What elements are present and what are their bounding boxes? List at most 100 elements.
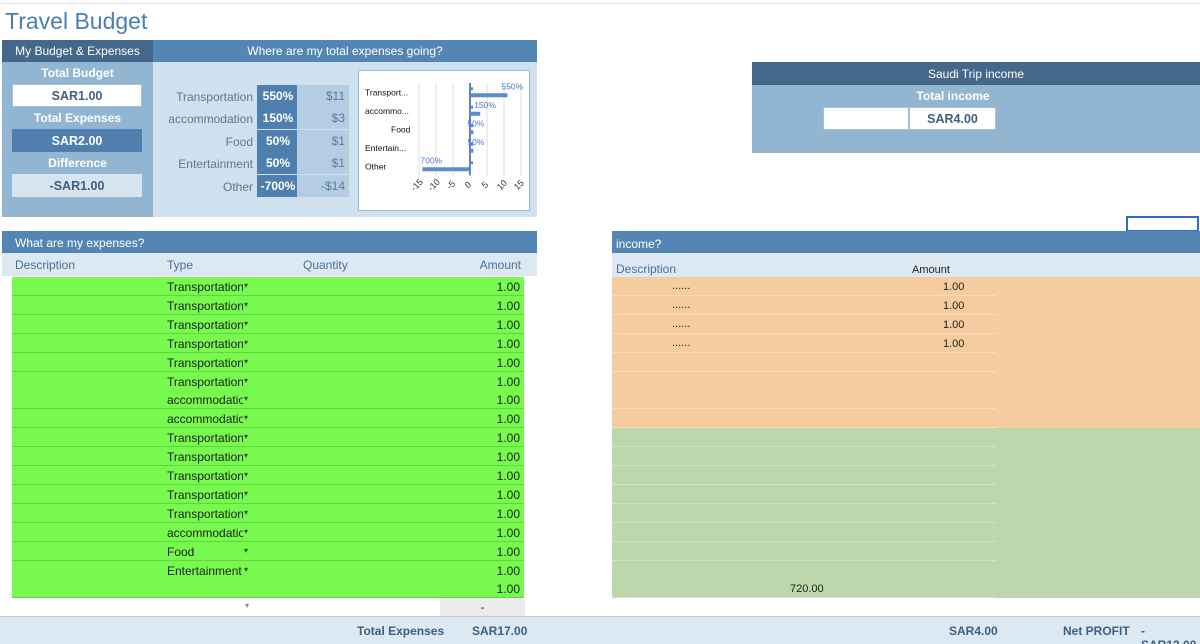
expense-type[interactable]: Food bbox=[167, 544, 195, 559]
total-expenses-value[interactable]: SAR2.00 bbox=[12, 129, 142, 152]
expense-amount[interactable]: 1.00 bbox=[496, 412, 520, 427]
income-description[interactable]: ...... bbox=[672, 280, 691, 292]
expense-type[interactable]: accommodation bbox=[167, 412, 243, 427]
total-income-value[interactable]: SAR4.00 bbox=[909, 107, 996, 130]
chevron-down-icon[interactable]: ▾ bbox=[244, 356, 249, 366]
income-extra-value[interactable]: 720.00 bbox=[790, 583, 824, 596]
expenses-chart[interactable]: -15 -10 -5 0 5 10 15 Transport... 550% accommo...… bbox=[358, 70, 530, 211]
chevron-down-icon[interactable]: ▾ bbox=[244, 281, 249, 290]
income-blank-row[interactable] bbox=[612, 428, 996, 448]
income-amount[interactable]: 1.00 bbox=[943, 337, 965, 350]
expense-amount[interactable]: 1.00 bbox=[496, 355, 520, 370]
income-blank-row[interactable] bbox=[612, 390, 996, 410]
table-row[interactable]: 1.00 bbox=[12, 579, 524, 599]
expense-amount[interactable]: 1.00 bbox=[496, 525, 520, 540]
chevron-down-icon[interactable]: ▾ bbox=[244, 432, 249, 442]
income-row[interactable]: ...... 1.00 bbox=[612, 295, 996, 315]
expense-type[interactable]: accommodation bbox=[167, 525, 243, 540]
expense-amount[interactable]: 1.00 bbox=[496, 450, 520, 465]
expense-amount[interactable]: 1.00 bbox=[496, 393, 520, 408]
column-amount[interactable]: Amount bbox=[912, 264, 950, 276]
expense-type[interactable]: Transportation bbox=[167, 298, 243, 313]
expense-type[interactable]: Transportation bbox=[167, 355, 243, 370]
category-percent[interactable]: 150% bbox=[257, 107, 299, 129]
income-blank-row[interactable] bbox=[612, 409, 996, 429]
income-description[interactable]: ...... bbox=[672, 336, 691, 349]
category-amount[interactable]: $3 bbox=[297, 107, 349, 129]
chevron-down-icon[interactable]: ▾ bbox=[244, 507, 249, 517]
income-empty-cell[interactable] bbox=[823, 107, 909, 130]
footer-income-total[interactable]: SAR4.00 bbox=[949, 624, 998, 638]
income-description[interactable]: ...... bbox=[672, 317, 691, 330]
table-row[interactable]: Transportation ▾ 1.00 bbox=[12, 333, 524, 353]
column-quantity[interactable]: Quantity bbox=[303, 258, 348, 272]
chevron-down-icon[interactable]: ▾ bbox=[244, 526, 249, 536]
income-blank-row[interactable] bbox=[612, 447, 996, 467]
category-percent[interactable]: -700% bbox=[257, 175, 299, 197]
table-row[interactable]: Transportation ▾ 1.00 bbox=[12, 277, 524, 296]
net-profit-value[interactable]: -SAR13.00 bbox=[1141, 624, 1196, 644]
expense-amount[interactable]: 1.00 bbox=[496, 317, 520, 332]
income-blank-row[interactable] bbox=[612, 541, 996, 561]
table-row[interactable]: Transportation ▾ 1.00 bbox=[12, 447, 524, 467]
chevron-down-icon[interactable]: ▾ bbox=[244, 375, 249, 385]
expense-amount[interactable]: 1.00 bbox=[496, 469, 520, 483]
table-row[interactable]: accommodation▾ 1.00 bbox=[12, 390, 524, 410]
table-row[interactable]: Transportation ▾ 1.00 bbox=[12, 314, 524, 334]
chevron-down-icon[interactable]: ▾ bbox=[245, 601, 250, 610]
expense-type[interactable]: Transportation bbox=[167, 487, 243, 502]
table-row[interactable]: Transportation ▾ 1.00 bbox=[12, 484, 524, 504]
income-blank-row[interactable]: 720.00 bbox=[612, 579, 996, 599]
expense-amount[interactable]: 1.00 bbox=[496, 336, 520, 351]
income-blank-row[interactable] bbox=[612, 503, 996, 523]
income-blank-row[interactable] bbox=[612, 484, 996, 504]
income-row[interactable]: ...... 1.00 bbox=[612, 277, 996, 296]
income-amount[interactable]: 1.00 bbox=[943, 281, 965, 293]
income-row[interactable]: ...... 1.00 bbox=[612, 333, 996, 353]
chevron-down-icon[interactable]: ▾ bbox=[244, 337, 249, 347]
chevron-down-icon[interactable]: ▾ bbox=[244, 394, 249, 404]
column-description[interactable]: Description bbox=[616, 262, 677, 276]
column-type[interactable]: Type bbox=[167, 258, 194, 272]
income-blank-row[interactable] bbox=[612, 560, 996, 580]
expense-type[interactable]: Transportation bbox=[167, 374, 243, 389]
expense-amount[interactable]: 1.00 bbox=[496, 582, 520, 597]
income-description[interactable]: ...... bbox=[672, 298, 691, 311]
category-percent[interactable]: 550% bbox=[257, 85, 299, 107]
chevron-down-icon[interactable]: ▾ bbox=[244, 564, 249, 574]
table-row[interactable]: Transportation ▾ 1.00 bbox=[12, 466, 524, 485]
income-blank-row[interactable] bbox=[612, 522, 996, 542]
income-blank-row[interactable] bbox=[612, 371, 996, 391]
expense-amount[interactable]: 1.00 bbox=[496, 280, 520, 294]
chevron-down-icon[interactable]: ▾ bbox=[244, 299, 249, 309]
category-amount[interactable]: -$14 bbox=[297, 175, 349, 197]
expense-type[interactable]: Transportation bbox=[167, 336, 243, 351]
chevron-down-icon[interactable]: ▾ bbox=[244, 318, 249, 328]
chevron-down-icon[interactable]: ▾ bbox=[244, 451, 249, 461]
chevron-down-icon[interactable]: ▾ bbox=[244, 545, 249, 555]
total-budget-value[interactable]: SAR1.00 bbox=[12, 84, 142, 107]
income-blank-row[interactable] bbox=[612, 466, 996, 485]
table-row[interactable]: Transportation ▾ 1.00 bbox=[12, 295, 524, 315]
expense-amount[interactable]: 1.00 bbox=[496, 374, 520, 389]
category-amount[interactable]: $1 bbox=[297, 130, 349, 152]
expense-type[interactable]: Transportation bbox=[167, 469, 243, 483]
expense-type[interactable]: Transportation bbox=[167, 280, 243, 294]
expense-amount[interactable]: 1.00 bbox=[496, 544, 520, 559]
table-row[interactable]: Transportation ▾ 1.00 bbox=[12, 371, 524, 391]
income-row[interactable]: ...... 1.00 bbox=[612, 314, 996, 334]
expenses-empty-amount[interactable]: - bbox=[440, 598, 525, 616]
expense-type[interactable]: Transportation bbox=[167, 317, 243, 332]
category-percent[interactable]: 50% bbox=[257, 130, 299, 152]
table-row[interactable]: Entertainment ▾ 1.00 bbox=[12, 560, 524, 580]
expense-amount[interactable]: 1.00 bbox=[496, 563, 520, 578]
expense-type[interactable]: Transportation bbox=[167, 431, 243, 446]
expense-type[interactable]: Transportation bbox=[167, 506, 243, 521]
difference-value[interactable]: -SAR1.00 bbox=[12, 174, 142, 197]
expense-type[interactable]: Entertainment bbox=[167, 563, 242, 578]
expense-amount[interactable]: 1.00 bbox=[496, 431, 520, 446]
expense-type[interactable]: Transportation bbox=[167, 450, 243, 465]
selected-cell[interactable] bbox=[1126, 216, 1199, 232]
category-percent[interactable]: 50% bbox=[257, 152, 299, 174]
table-row[interactable]: accommodation▾ 1.00 bbox=[12, 409, 524, 429]
